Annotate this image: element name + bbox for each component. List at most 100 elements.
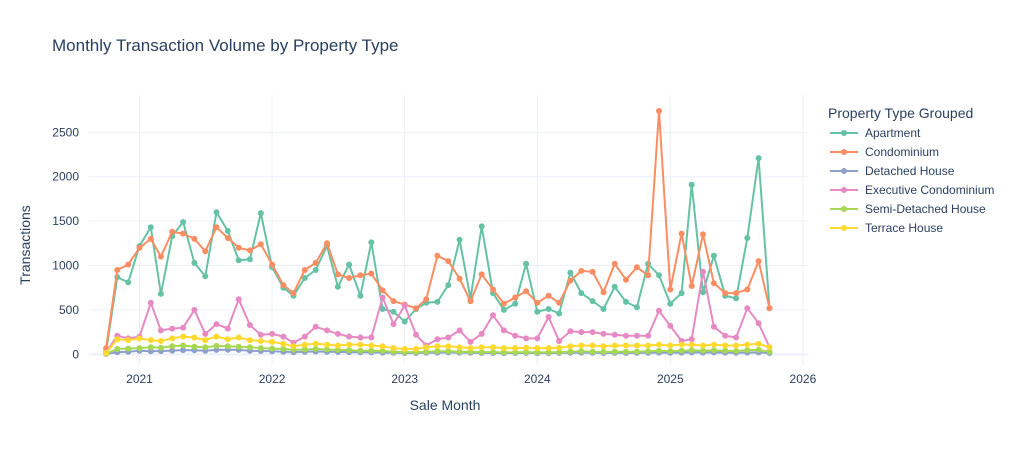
data-point bbox=[147, 299, 154, 306]
data-point bbox=[589, 348, 596, 355]
x-tick-label: 2026 bbox=[790, 372, 817, 386]
legend-item-apartment[interactable]: Apartment bbox=[830, 126, 921, 140]
data-point bbox=[136, 244, 143, 251]
data-point bbox=[368, 270, 375, 277]
data-point bbox=[623, 342, 629, 349]
data-point bbox=[744, 347, 751, 354]
data-point bbox=[733, 348, 740, 354]
data-point bbox=[623, 332, 629, 339]
data-point bbox=[235, 343, 242, 350]
data-point bbox=[246, 337, 253, 344]
data-point bbox=[722, 342, 729, 349]
data-point bbox=[224, 227, 231, 234]
data-point bbox=[710, 341, 717, 348]
data-point bbox=[523, 335, 530, 342]
data-point bbox=[545, 306, 552, 312]
data-point bbox=[478, 223, 485, 230]
data-point bbox=[766, 344, 773, 351]
data-point bbox=[456, 236, 463, 243]
data-point bbox=[700, 268, 706, 275]
x-tick-label: 2022 bbox=[259, 372, 286, 386]
data-point bbox=[645, 342, 652, 349]
data-point bbox=[600, 306, 607, 312]
legend-label: Apartment bbox=[865, 126, 921, 140]
data-point bbox=[678, 290, 685, 297]
data-point bbox=[334, 271, 341, 278]
data-point bbox=[633, 342, 640, 349]
data-point bbox=[766, 305, 773, 312]
data-point bbox=[246, 344, 253, 351]
data-point bbox=[125, 279, 132, 286]
data-point bbox=[656, 272, 662, 279]
data-point bbox=[169, 335, 176, 342]
data-point bbox=[744, 305, 751, 312]
data-point bbox=[578, 290, 585, 297]
legend-item-executive-condominium[interactable]: Executive Condominium bbox=[830, 183, 994, 197]
data-point bbox=[556, 344, 563, 351]
data-point bbox=[456, 327, 463, 334]
legend-item-condominium[interactable]: Condominium bbox=[830, 145, 939, 159]
data-point bbox=[656, 108, 662, 114]
data-point bbox=[180, 219, 187, 225]
data-point bbox=[667, 322, 674, 329]
data-point bbox=[589, 268, 596, 275]
data-point bbox=[710, 347, 717, 354]
data-point bbox=[312, 346, 319, 352]
legend-label: Terrace House bbox=[865, 221, 943, 235]
data-point bbox=[301, 346, 308, 353]
data-point bbox=[567, 348, 574, 355]
data-point bbox=[600, 343, 607, 350]
data-point bbox=[611, 283, 618, 290]
data-point bbox=[500, 349, 507, 356]
data-point bbox=[324, 341, 330, 348]
data-point bbox=[257, 345, 264, 352]
data-point bbox=[401, 346, 408, 352]
data-point bbox=[600, 348, 607, 355]
data-point bbox=[434, 252, 441, 259]
data-point bbox=[589, 298, 596, 305]
data-point bbox=[678, 230, 685, 237]
legend-marker bbox=[841, 225, 847, 231]
data-point bbox=[280, 333, 287, 340]
x-tick-label: 2024 bbox=[524, 372, 551, 386]
data-point bbox=[700, 342, 706, 349]
data-point bbox=[180, 230, 187, 237]
data-point bbox=[755, 346, 762, 353]
data-point bbox=[235, 257, 242, 264]
data-point bbox=[467, 338, 474, 345]
data-point bbox=[180, 324, 187, 331]
data-point bbox=[744, 286, 751, 293]
data-point bbox=[257, 241, 264, 248]
data-point bbox=[667, 300, 674, 307]
data-point bbox=[556, 338, 563, 344]
data-point bbox=[545, 314, 552, 320]
data-point bbox=[147, 337, 154, 344]
data-point bbox=[545, 292, 552, 299]
data-point bbox=[301, 333, 308, 340]
data-point bbox=[722, 332, 729, 339]
data-point bbox=[290, 290, 297, 297]
data-point bbox=[147, 344, 154, 351]
series-terrace-house bbox=[103, 333, 773, 356]
data-point bbox=[246, 247, 253, 254]
data-point bbox=[688, 341, 695, 348]
data-point bbox=[623, 298, 629, 305]
data-point bbox=[202, 337, 209, 344]
data-point bbox=[191, 334, 198, 341]
data-point bbox=[301, 267, 308, 273]
data-point bbox=[390, 345, 397, 352]
data-point bbox=[413, 305, 419, 312]
series-condominium bbox=[103, 108, 773, 352]
data-point bbox=[257, 338, 264, 344]
data-point bbox=[180, 333, 187, 340]
data-point bbox=[744, 235, 751, 241]
legend-item-semi-detached-house[interactable]: Semi-Detached House bbox=[830, 202, 986, 216]
legend-item-detached-house[interactable]: Detached House bbox=[830, 164, 955, 178]
data-point bbox=[490, 312, 496, 319]
data-point bbox=[688, 283, 695, 289]
data-point bbox=[456, 344, 463, 351]
legend-item-terrace-house[interactable]: Terrace House bbox=[830, 221, 943, 235]
data-point bbox=[512, 300, 519, 307]
data-point bbox=[169, 343, 176, 350]
data-point bbox=[224, 325, 231, 332]
